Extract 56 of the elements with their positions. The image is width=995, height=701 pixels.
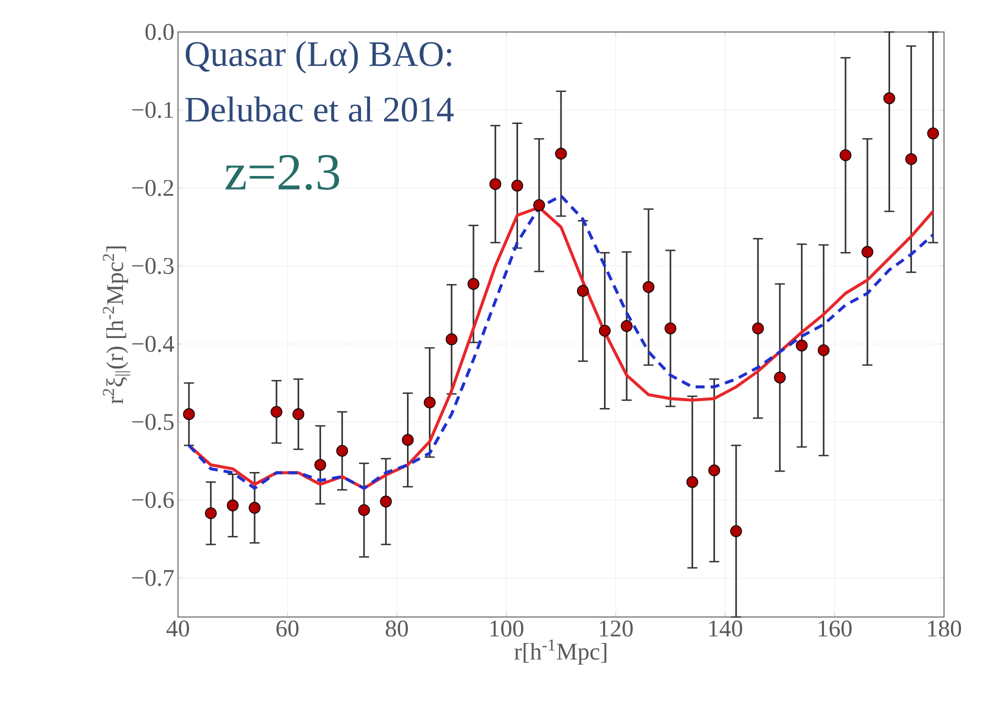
point: [226, 500, 239, 512]
point: [314, 459, 326, 471]
point: [905, 153, 918, 166]
point: [270, 406, 282, 418]
point: [555, 148, 567, 160]
y-tick-label: −0.5: [132, 414, 174, 430]
point: [818, 344, 830, 356]
annotation: Delubac et al 2014: [185, 96, 454, 122]
x-tick-label: 60: [276, 620, 298, 637]
x-tick-label: 40: [166, 620, 190, 637]
point: [708, 464, 720, 476]
y-tick-label: −0.3: [132, 258, 174, 274]
point: [642, 281, 654, 293]
point: [380, 496, 392, 508]
x-axis-title: r[h$^{-1}$Mpc]: [514, 639, 606, 665]
text: r$^{2}$ξ$_{||}$(r) [h$^{-2}$Mpc$^{2}$]: [102, 246, 130, 404]
y-tick-label: 0.0: [146, 24, 174, 40]
point: [446, 333, 458, 346]
x-tick-label: 160: [818, 620, 852, 637]
point: [686, 476, 698, 488]
point: [204, 507, 217, 520]
point: [927, 128, 939, 140]
point: [664, 322, 676, 334]
point: [620, 320, 633, 332]
x-tick-label: 140: [709, 620, 742, 637]
point: [576, 285, 589, 297]
point: [730, 525, 742, 538]
point: [248, 502, 260, 514]
annotation: Quasar (Lα) BAO:: [186, 40, 452, 74]
y-tick-label: −0.2: [132, 180, 174, 196]
point: [533, 199, 546, 212]
point: [511, 180, 524, 192]
x-tick-label: 180: [928, 620, 962, 637]
point: [752, 322, 764, 334]
x-tick-label: 120: [600, 620, 633, 637]
point: [796, 340, 808, 352]
y-tick-label: −0.1: [132, 102, 174, 118]
point: [402, 434, 414, 446]
y-tick-label: −0.4: [132, 336, 174, 352]
point: [598, 324, 611, 337]
point: [489, 178, 502, 190]
point: [336, 444, 348, 457]
point: [883, 92, 896, 104]
x-tick-label: 80: [386, 620, 408, 637]
annotation: z=2.3: [226, 155, 340, 190]
point: [183, 408, 195, 420]
point: [774, 372, 786, 384]
point: [840, 149, 852, 162]
y-tick-label: −0.7: [132, 570, 174, 586]
point: [424, 396, 436, 408]
y-tick-label: −0.6: [132, 492, 174, 508]
point: [862, 246, 874, 258]
x-tick-label: 100: [490, 620, 524, 637]
point: [292, 408, 304, 420]
point: [358, 504, 370, 516]
point: [468, 278, 480, 290]
